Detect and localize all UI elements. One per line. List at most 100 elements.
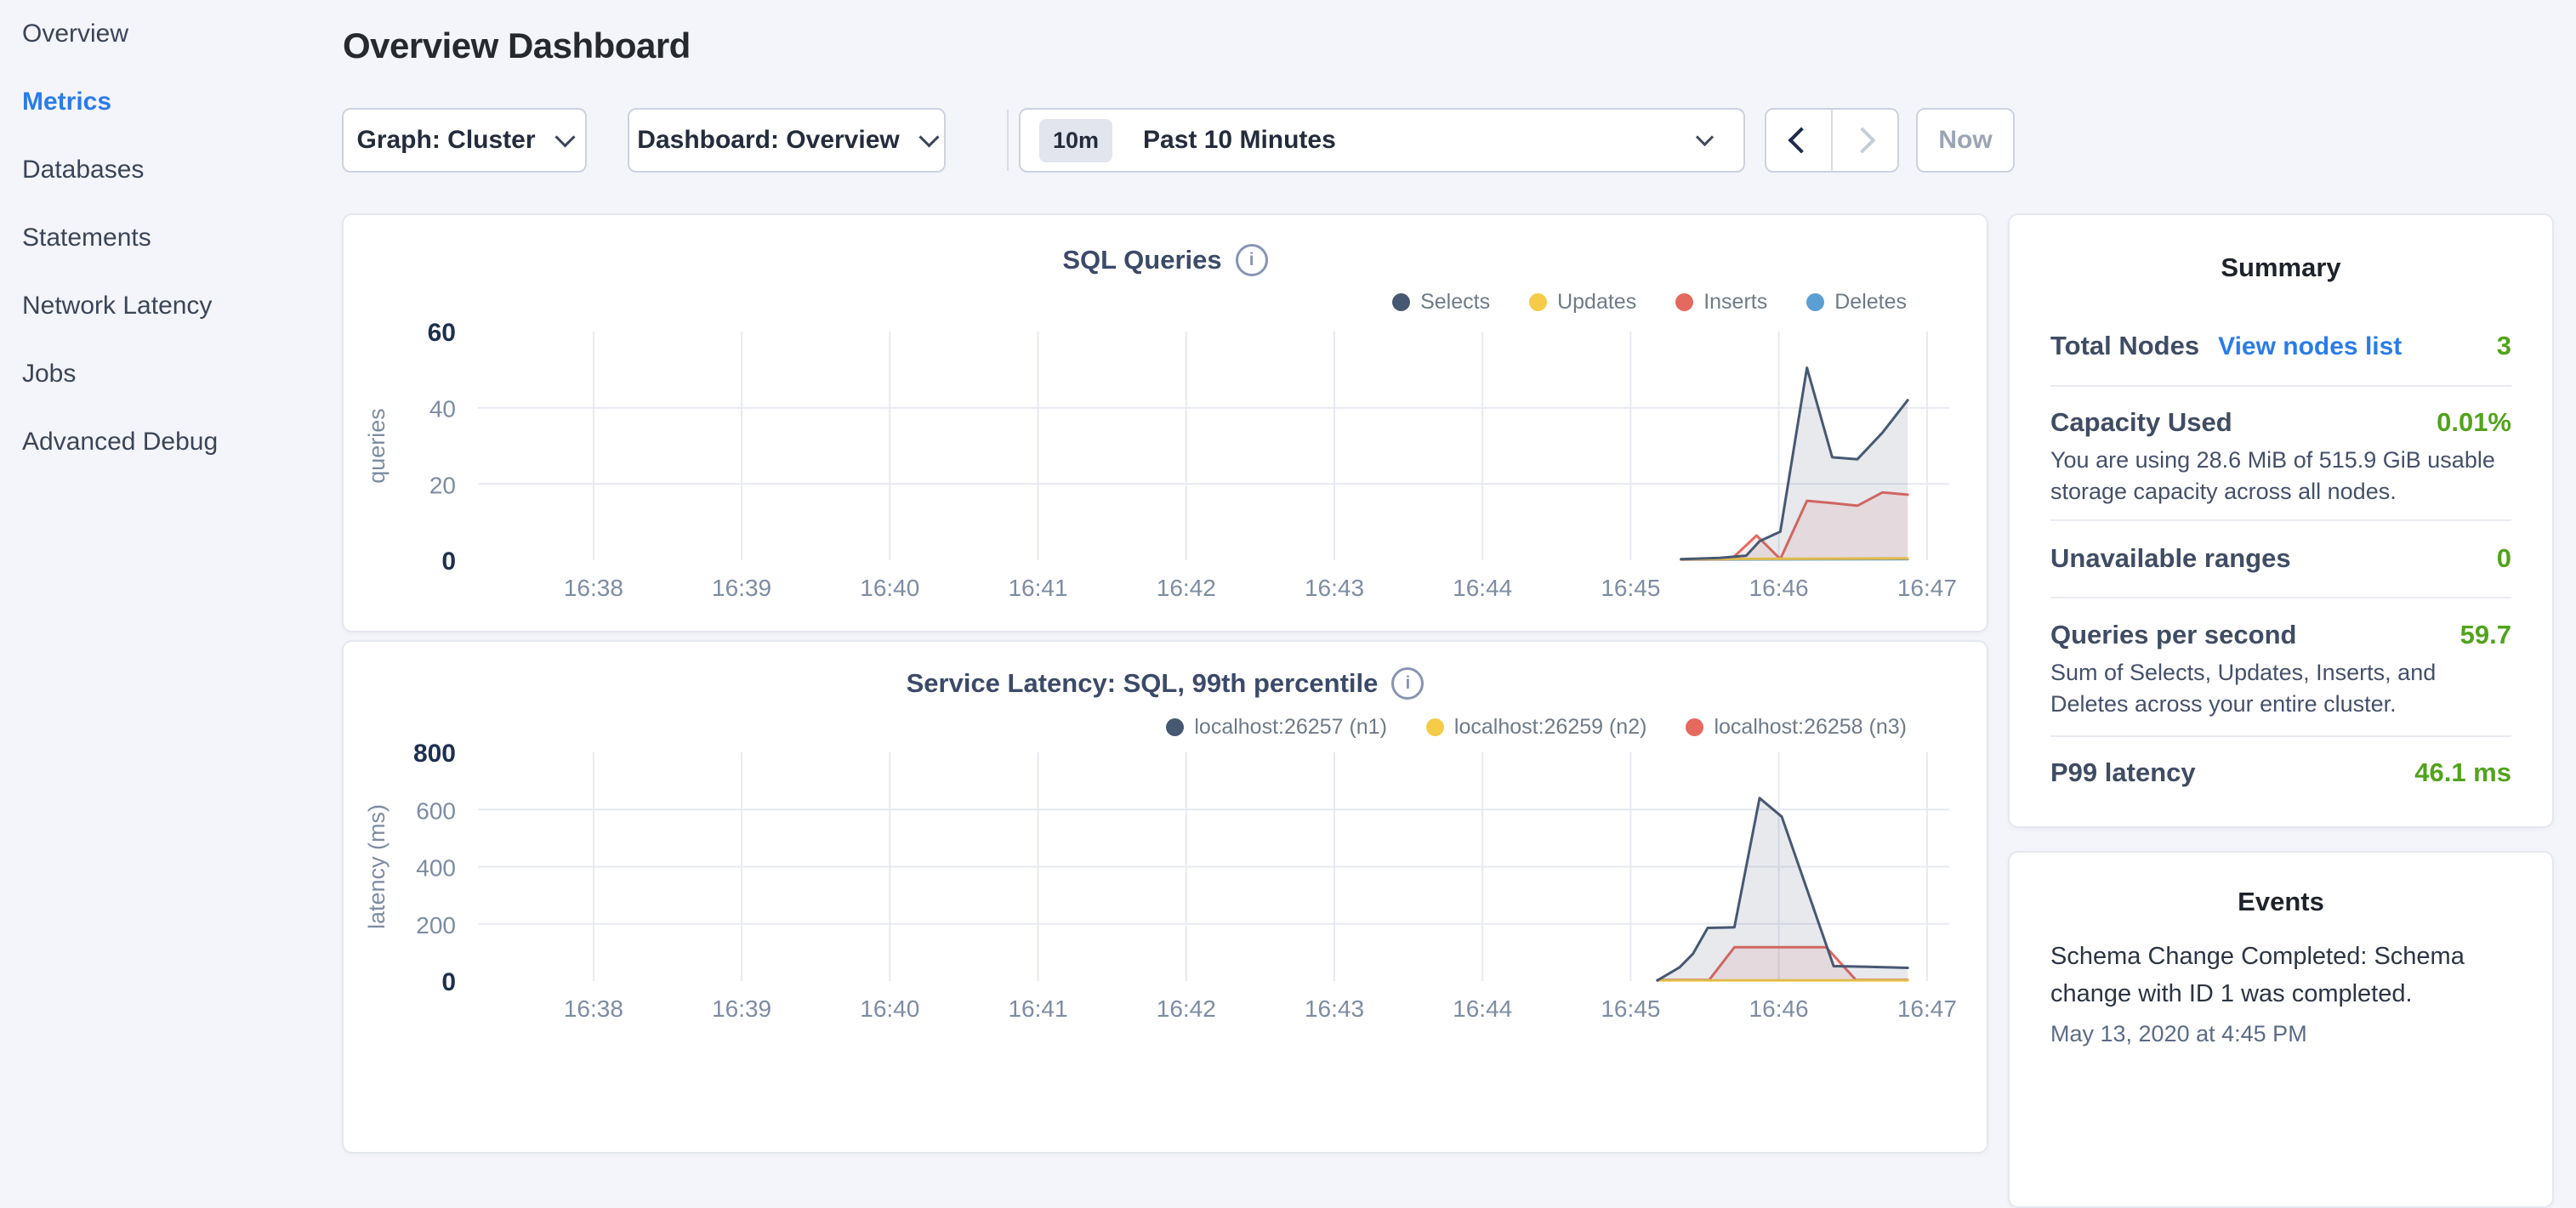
legend-label: localhost:26259 (n2) xyxy=(1453,715,1647,739)
legend-item: localhost:26258 (n3) xyxy=(1686,715,1907,740)
svg-text:60: 60 xyxy=(428,319,456,347)
legend-item: Inserts xyxy=(1675,290,1767,315)
service-latency-plot[interactable]: 0 200 400 600 800 16:38 16:39 16:40 16:41 16:42 16… xyxy=(344,642,1987,1152)
legend-item: localhost:26259 (n2) xyxy=(1425,715,1647,740)
view-nodes-list-link[interactable]: View nodes list xyxy=(2218,332,2403,360)
dashboard-dropdown[interactable]: Dashboard: Overview xyxy=(628,108,946,173)
chevron-right-icon xyxy=(1849,127,1876,154)
summary-title: Summary xyxy=(2221,252,2341,282)
legend-label: localhost:26257 (n1) xyxy=(1194,715,1387,739)
time-step-button-group xyxy=(1765,108,1899,173)
svg-text:16:44: 16:44 xyxy=(1453,995,1512,1022)
legend-label: Deletes xyxy=(1834,290,1907,314)
legend-item: Deletes xyxy=(1806,290,1907,315)
legend-item: Updates xyxy=(1529,290,1636,315)
svg-text:0: 0 xyxy=(441,968,456,996)
svg-text:16:41: 16:41 xyxy=(1008,575,1067,601)
chart-title-row: SQL Queries i xyxy=(344,244,1987,276)
svg-text:40: 40 xyxy=(429,396,456,423)
page-title: Overview Dashboard xyxy=(343,26,691,65)
legend-dot-icon xyxy=(1686,718,1704,736)
graph-dropdown[interactable]: Graph: Cluster xyxy=(342,108,587,173)
sidebar-item-overview[interactable]: Overview xyxy=(22,20,129,48)
sidebar-item-jobs[interactable]: Jobs xyxy=(22,360,77,388)
svg-text:queries: queries xyxy=(364,408,390,484)
sidebar: Overview Metrics Databases Statements Ne… xyxy=(0,0,340,476)
info-icon[interactable]: i xyxy=(1391,667,1424,700)
summary-row-unavailable-ranges: Unavailable ranges 0 xyxy=(2050,543,2511,574)
svg-text:600: 600 xyxy=(416,797,456,824)
legend-dot-icon xyxy=(1166,718,1185,736)
sidebar-item-advanced-debug[interactable]: Advanced Debug xyxy=(22,428,219,456)
sidebar-item-statements[interactable]: Statements xyxy=(22,224,151,252)
svg-text:16:46: 16:46 xyxy=(1749,575,1809,601)
svg-text:20: 20 xyxy=(429,472,456,498)
time-forward-button[interactable] xyxy=(1831,110,1897,171)
chart-title: SQL Queries xyxy=(1062,245,1222,275)
info-icon[interactable]: i xyxy=(1235,244,1268,276)
svg-text:0: 0 xyxy=(441,547,456,576)
divider xyxy=(2050,597,2511,598)
svg-text:16:45: 16:45 xyxy=(1601,995,1660,1022)
summary-row-capacity-used: Capacity Used 0.01% xyxy=(2050,407,2511,438)
chevron-down-icon xyxy=(554,126,576,148)
svg-text:16:42: 16:42 xyxy=(1157,575,1216,601)
svg-text:800: 800 xyxy=(413,740,456,768)
summary-label: Total Nodes xyxy=(2050,331,2200,360)
svg-text:16:40: 16:40 xyxy=(860,575,919,601)
sidebar-item-network-latency[interactable]: Network Latency xyxy=(22,292,213,320)
svg-text:16:43: 16:43 xyxy=(1305,575,1364,601)
legend-dot-icon xyxy=(1425,718,1444,736)
sql-queries-plot[interactable]: 0 20 40 60 16:38 16:39 16:40 16:41 16:42 16:43 16:… xyxy=(344,215,1987,630)
legend-item: localhost:26257 (n1) xyxy=(1166,715,1387,740)
summary-value: 46.1 ms xyxy=(2414,757,2511,787)
chart-title-row: Service Latency: SQL, 99th percentile i xyxy=(344,667,1987,700)
legend-label: Updates xyxy=(1557,290,1637,314)
svg-text:16:44: 16:44 xyxy=(1453,575,1512,601)
summary-row-total-nodes: Total Nodes View nodes list 3 xyxy=(2050,331,2511,361)
svg-text:16:46: 16:46 xyxy=(1749,995,1809,1022)
svg-text:16:39: 16:39 xyxy=(712,995,771,1022)
time-range-dropdown[interactable]: 10m Past 10 Minutes xyxy=(1019,108,1745,173)
sql-queries-chart-card: SQL Queries i Selects Updates Inserts De… xyxy=(342,213,1988,632)
now-button[interactable]: Now xyxy=(1916,108,2015,173)
legend-dot-icon xyxy=(1392,293,1411,311)
legend-label: Inserts xyxy=(1703,290,1768,314)
time-back-button[interactable] xyxy=(1766,110,1831,171)
svg-text:16:45: 16:45 xyxy=(1601,575,1660,601)
summary-label: Queries per second xyxy=(2050,620,2297,649)
service-latency-chart-card: Service Latency: SQL, 99th percentile i … xyxy=(342,640,1988,1154)
summary-label: Unavailable ranges xyxy=(2050,543,2291,573)
event-message[interactable]: Schema Change Completed: Schema change w… xyxy=(2050,943,2465,1007)
legend-item: Selects xyxy=(1392,290,1490,315)
svg-text:16:43: 16:43 xyxy=(1305,995,1364,1022)
divider xyxy=(2050,735,2511,737)
sidebar-item-databases[interactable]: Databases xyxy=(22,156,145,184)
dashboard-dropdown-label: Dashboard: Overview xyxy=(637,126,900,154)
chevron-left-icon xyxy=(1788,127,1815,154)
svg-text:16:42: 16:42 xyxy=(1157,995,1216,1022)
summary-row-p99-latency: P99 latency 46.1 ms xyxy=(2050,757,2511,788)
legend-dot-icon xyxy=(1529,293,1548,311)
toolbar-divider xyxy=(1007,110,1009,171)
summary-value: 59.7 xyxy=(2459,620,2511,649)
legend-dot-icon xyxy=(1675,293,1694,311)
legend-label: localhost:26258 (n3) xyxy=(1714,715,1907,739)
event-timestamp: May 13, 2020 at 4:45 PM xyxy=(2050,1021,2307,1046)
summary-label: Capacity Used xyxy=(2050,407,2232,437)
svg-text:latency (ms): latency (ms) xyxy=(364,804,390,929)
svg-text:16:47: 16:47 xyxy=(1897,995,1957,1022)
legend-dot-icon xyxy=(1806,293,1825,311)
svg-text:200: 200 xyxy=(416,912,456,939)
sidebar-item-metrics[interactable]: Metrics xyxy=(22,88,112,116)
svg-text:16:47: 16:47 xyxy=(1897,575,1957,601)
summary-row-queries-per-second: Queries per second 59.7 xyxy=(2050,620,2511,650)
summary-label: P99 latency xyxy=(2050,757,2196,787)
chart-legend: localhost:26257 (n1) localhost:26259 (n2… xyxy=(1166,715,1907,740)
summary-description: You are using 28.6 MiB of 515.9 GiB usab… xyxy=(2050,447,2495,504)
chart-title: Service Latency: SQL, 99th percentile xyxy=(906,668,1379,698)
svg-text:400: 400 xyxy=(416,855,456,882)
svg-text:16:41: 16:41 xyxy=(1008,995,1067,1022)
events-panel: Events Schema Change Completed: Schema c… xyxy=(2008,851,2554,1208)
chart-legend: Selects Updates Inserts Deletes xyxy=(1392,290,1907,315)
